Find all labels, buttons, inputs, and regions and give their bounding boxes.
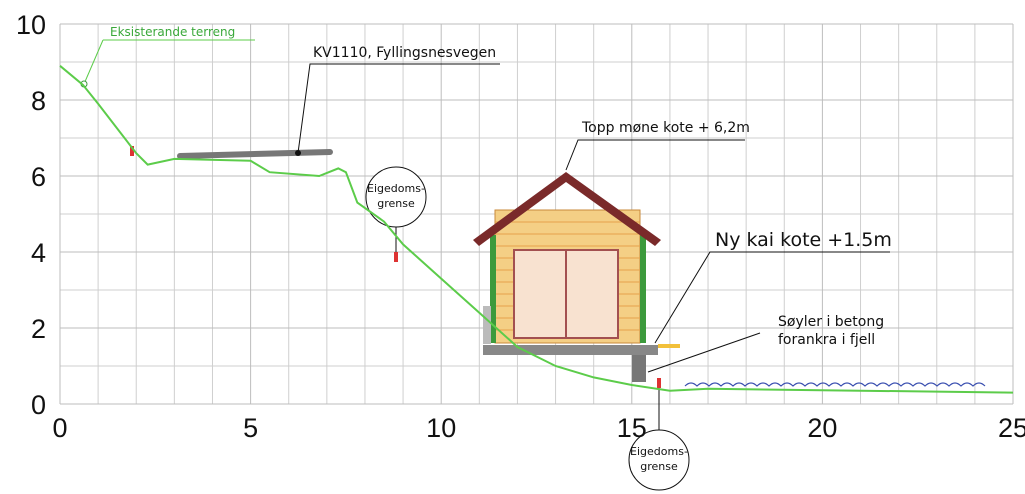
- boundary-label: Eigedoms-: [367, 182, 425, 195]
- plot: [59, 65, 1014, 394]
- annotation: forankra i fjell: [778, 332, 875, 348]
- boundary-marker: [628, 429, 690, 491]
- y-tick-label: 4: [31, 238, 46, 268]
- annotation: KV1110, Fyllingsnesvegen: [313, 45, 496, 61]
- leader: [297, 63, 500, 154]
- series-label: Eksisterande terreng: [110, 25, 235, 39]
- grid: [59, 23, 1014, 405]
- pillar: [632, 350, 646, 382]
- x-tick-label: 15: [617, 413, 647, 443]
- boundary-label: Eigedoms-: [630, 445, 688, 458]
- y-tick-label: 10: [16, 10, 46, 40]
- leader: [565, 139, 745, 171]
- house: [473, 172, 680, 382]
- y-tick-label: 6: [31, 162, 46, 192]
- x-tick-label: 20: [807, 413, 837, 443]
- quay-slab: [483, 345, 658, 355]
- annotation: Søyler i betong: [778, 314, 884, 330]
- x-tick-label: 5: [243, 413, 258, 443]
- water: [684, 382, 986, 387]
- boundary-label: grense: [377, 197, 415, 210]
- x-tick-label: 25: [998, 413, 1025, 443]
- terrain-line: [59, 65, 1014, 394]
- boundary-marker: [365, 166, 427, 228]
- y-tick-label: 2: [31, 314, 46, 344]
- leader: [647, 332, 761, 373]
- y-tick-label: 0: [31, 390, 46, 420]
- leader: [654, 251, 890, 344]
- y-tick-label: 8: [31, 86, 46, 116]
- x-tick-label: 0: [52, 413, 67, 443]
- x-tick-label: 10: [426, 413, 456, 443]
- annotation: Ny kai kote +1.5m: [715, 229, 892, 251]
- road: [177, 149, 333, 159]
- annotation: Topp møne kote + 6,2m: [581, 120, 750, 136]
- boundary-label: grense: [640, 460, 678, 473]
